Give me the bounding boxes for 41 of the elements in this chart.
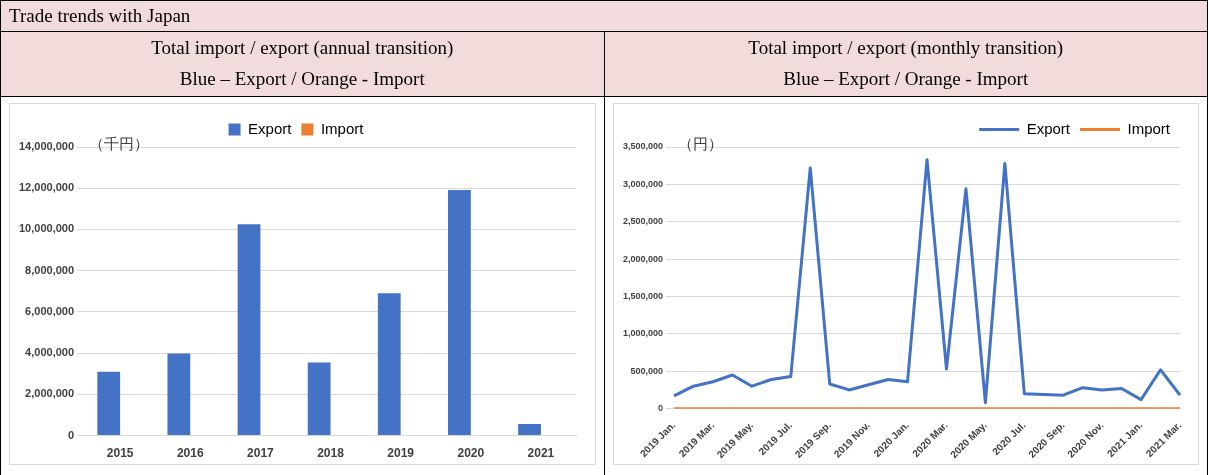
y-tick-label: 0 (657, 403, 663, 414)
legend-label: Import (320, 119, 365, 137)
x-tick-label: 2020 (457, 446, 485, 461)
bar (377, 293, 401, 436)
y-tick-label: 12,000,000 (18, 181, 75, 194)
y-tick-label: 6,000,000 (25, 304, 75, 317)
y-tick-label: 2,000,000 (622, 253, 663, 264)
x-tick-label: 2018 (317, 446, 345, 461)
chart-subtitle: Blue – Export / Orange - Import (782, 67, 1030, 91)
chart-title: Total import / export (monthly transition) (747, 36, 1065, 60)
x-tick-label: 2017 (247, 446, 275, 461)
text: Trade trends with Japan (1, 1, 1207, 32)
y-tick-label: 0 (67, 428, 75, 441)
y-tick-label: 3,000,000 (622, 178, 663, 189)
legend-label: Export (1026, 119, 1071, 137)
y-tick-label: 500,000 (629, 365, 663, 376)
y-axis-title: （円） (677, 134, 723, 153)
chart-subtitle: Blue – Export / Orange - Import (178, 67, 426, 91)
y-tick-label: 2,500,000 (622, 216, 663, 227)
legend-label: Export (248, 119, 293, 137)
bar (97, 371, 121, 436)
y-tick-label: 1,000,000 (622, 328, 663, 339)
bar (518, 424, 541, 436)
legend-label: Import (1126, 119, 1171, 137)
y-tick-label: 10,000,000 (18, 222, 75, 235)
y-tick-label: 2,000,000 (25, 387, 75, 400)
y-tick-label: 14,000,000 (18, 140, 75, 153)
x-tick-label: 2015 (106, 446, 134, 461)
bar (237, 224, 261, 436)
chart-title: Total import / export (annual transition) (150, 36, 455, 60)
y-tick-label: 8,000,000 (25, 263, 75, 276)
bar (448, 189, 471, 436)
y-tick-label: 3,500,000 (622, 141, 663, 152)
y-axis-title: （千円） (89, 134, 150, 153)
bar (307, 362, 331, 436)
bar (167, 353, 191, 436)
y-tick-label: 1,500,000 (622, 290, 663, 301)
x-tick-label: 2016 (176, 446, 204, 461)
x-tick-label: 2021 (527, 446, 555, 461)
x-tick-label: 2019 (387, 446, 415, 461)
y-tick-label: 4,000,000 (25, 346, 75, 359)
